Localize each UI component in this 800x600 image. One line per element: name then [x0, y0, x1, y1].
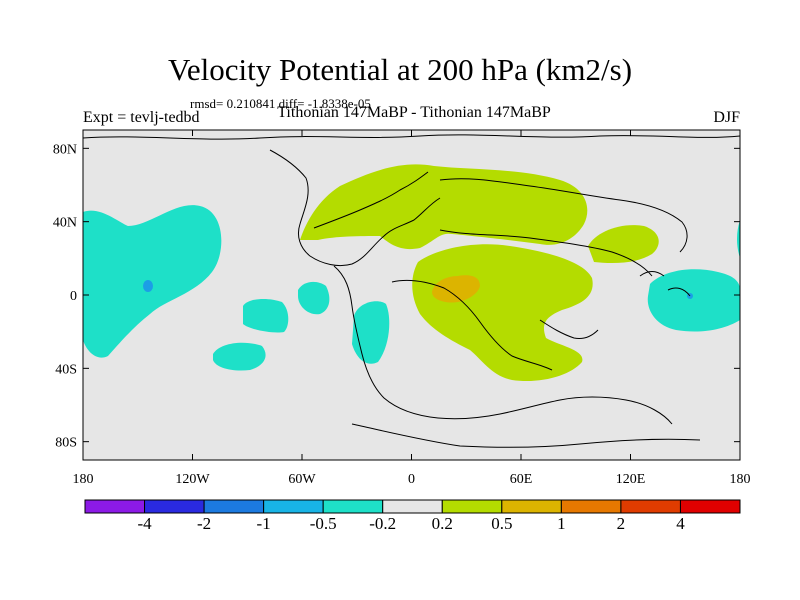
coastline-antarctica	[351, 423, 701, 448]
negative-anomaly-regions	[83, 205, 740, 371]
lat-tick-label: 40S	[55, 362, 77, 377]
colorbar-level-label: -1	[256, 514, 271, 533]
negative-region-west-pacific	[647, 269, 740, 332]
stats-label: rmsd= 0.210841 diff= -1.8338e-05	[190, 96, 371, 111]
coastline-eurasia-north	[439, 178, 688, 253]
colorbar-level-label: -4	[137, 514, 152, 533]
colorbar-level-label: 0.2	[431, 514, 453, 533]
latitude-axis: 80N 40N 0 40S 80S	[53, 142, 740, 451]
lat-tick-label: 0	[70, 289, 77, 304]
colorbar-level-label: 4	[676, 514, 685, 533]
colorbar-box	[382, 499, 443, 514]
colorbar-level-label: -0.5	[309, 514, 337, 533]
coastline-gondwana	[333, 265, 673, 425]
lon-tick-label: 120W	[175, 472, 210, 487]
colorbar-level-label: -2	[196, 514, 212, 533]
longitude-axis: 180 120W 60W 0 60E 120E 180	[73, 130, 751, 487]
season-label: DJF	[713, 109, 740, 126]
experiment-label: Expt = tevlj-tedbd	[83, 109, 200, 126]
coastline-north-america-east	[313, 171, 429, 229]
coastline-india	[539, 319, 599, 339]
colorbar-box	[203, 499, 265, 514]
colorbar-box	[620, 499, 681, 514]
negative-region-pacific-blob	[243, 298, 289, 333]
negative-region-south-pacific	[213, 342, 266, 371]
coastline-africa	[391, 279, 553, 371]
positive-anomaly-regions	[300, 164, 659, 382]
colorbar-box	[84, 499, 146, 514]
colorbar-level-label: 0.5	[491, 514, 513, 533]
colorbar	[84, 499, 741, 514]
colorbar-box	[144, 499, 205, 514]
coastline-arctic	[83, 134, 740, 140]
colorbar-box	[679, 499, 741, 514]
coastline-pacific-islands	[639, 271, 691, 297]
negative-region-dateline-edge	[737, 220, 740, 258]
plot-title: Velocity Potential at 200 hPa (km2/s)	[167, 52, 633, 87]
positive-region-east-asia	[588, 225, 659, 264]
negative-region-north-pacific	[83, 205, 222, 358]
lat-tick-label: 40N	[53, 216, 77, 231]
positive-region-northern	[300, 164, 588, 250]
coastline-north-america	[269, 149, 441, 267]
colorbar-box	[501, 499, 562, 514]
colorbar-level-label: 2	[616, 514, 626, 533]
negative-region-east-pacific	[298, 281, 330, 315]
lon-tick-label: 180	[730, 472, 751, 487]
negative-core-pacific	[143, 280, 153, 292]
colorbar-labels: -4 -2 -1 -0.5 -0.2 0.2 0.5 1 2 4	[0, 514, 800, 538]
colorbar-box	[560, 499, 622, 514]
lon-tick-label: 120E	[616, 472, 646, 487]
colorbar-box	[263, 499, 324, 514]
lon-tick-label: 180	[73, 472, 94, 487]
lon-tick-label: 60E	[510, 472, 533, 487]
colorbar-level-label: 1	[557, 514, 566, 533]
colorbar-level-label: -0.2	[369, 514, 397, 533]
colorbar-box	[441, 499, 503, 514]
coastline-tethys	[439, 229, 653, 277]
lon-tick-label: 0	[408, 472, 415, 487]
lat-tick-label: 80S	[55, 436, 77, 451]
period-label: Tithonian 147MaBP - Tithonian 147MaBP	[277, 104, 551, 121]
positive-core-africa	[432, 275, 480, 303]
lat-tick-label: 80N	[53, 142, 77, 157]
negative-region-south-america	[352, 301, 390, 364]
lon-tick-label: 60W	[288, 472, 316, 487]
colorbar-box	[322, 499, 384, 514]
coastlines	[83, 134, 740, 448]
